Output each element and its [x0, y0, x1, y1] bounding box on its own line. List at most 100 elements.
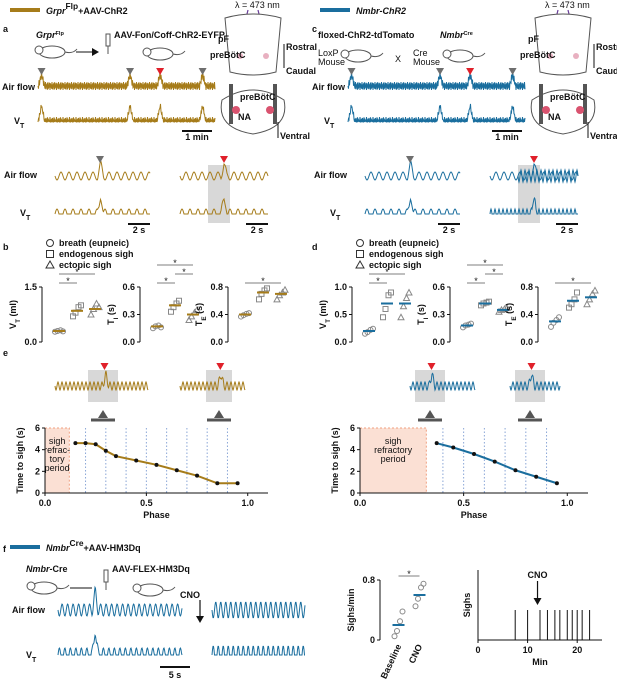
- text-part: V: [330, 208, 336, 218]
- label: λ = 473 nm: [235, 0, 280, 10]
- label: TE (s): [504, 303, 518, 326]
- label: Rostral: [286, 42, 317, 52]
- data-point: [397, 313, 405, 321]
- trend-point: [154, 462, 159, 467]
- legend-symbol: [46, 250, 54, 258]
- label: LoxP: [318, 48, 339, 58]
- text-part: T: [194, 320, 204, 326]
- target: [237, 53, 243, 59]
- stim-marker: [196, 616, 204, 623]
- data-point: [78, 302, 84, 309]
- label: NA: [548, 112, 561, 122]
- stim-marker: [216, 363, 225, 370]
- label: 0.0: [354, 498, 367, 508]
- data-point: [415, 595, 421, 602]
- vt-trace: [489, 196, 578, 215]
- data-point: [264, 285, 270, 292]
- refractory-period: [359, 427, 427, 494]
- label: Rostral: [596, 42, 617, 52]
- label: 0.4: [520, 310, 533, 320]
- label: Caudal: [286, 66, 316, 76]
- data-point: [500, 304, 509, 312]
- data-point: [399, 302, 408, 310]
- label: 0: [370, 635, 375, 645]
- label: f: [3, 544, 7, 554]
- data-point: [394, 628, 400, 634]
- label: sigh: [49, 436, 66, 446]
- label: Mouse: [413, 57, 440, 67]
- label: sigh: [385, 436, 402, 446]
- mouse-icon: [34, 45, 44, 55]
- label: *: [164, 276, 168, 286]
- label: Phase: [143, 510, 170, 520]
- phase-arrow: [98, 410, 108, 418]
- label: 0.3: [432, 310, 445, 320]
- data-point: [420, 580, 427, 587]
- label: 10: [523, 645, 533, 655]
- vt-trace: [211, 645, 305, 656]
- label: *: [474, 276, 478, 286]
- target: [266, 106, 274, 114]
- label: breath (eupneic): [59, 238, 129, 248]
- trend-point: [215, 481, 220, 486]
- label: c: [312, 24, 317, 34]
- fiber: [583, 84, 587, 124]
- stim-marker: [436, 68, 445, 75]
- airflow-trace: [179, 376, 246, 392]
- text-part: Cre: [70, 538, 84, 548]
- text-part: (s): [504, 303, 514, 317]
- stim-marker: [100, 363, 109, 370]
- vt-trace: [347, 103, 526, 123]
- label: Ventral: [280, 131, 310, 141]
- label: VT: [20, 208, 31, 222]
- airflow-trace: [509, 374, 561, 392]
- data-point: [92, 299, 101, 307]
- text-part: Flp: [56, 31, 65, 37]
- brainstem-outline: [224, 13, 282, 76]
- refractory-period: [44, 427, 70, 494]
- label: NmbrCre: [440, 30, 473, 40]
- label: CNO: [180, 590, 200, 600]
- label: Air flow: [4, 170, 38, 180]
- brainstem-outline: [534, 13, 592, 76]
- label: floxed-ChR2-tdTomato: [318, 30, 415, 40]
- stim-marker: [96, 156, 104, 163]
- label: Cre: [413, 48, 428, 58]
- label: 2 s: [251, 225, 264, 235]
- label: AAV-FLEX-HM3Dq: [112, 564, 190, 574]
- trend-point: [103, 448, 108, 453]
- mouse-icon: [472, 52, 486, 58]
- label: e: [3, 348, 8, 358]
- label: endogenous sigh: [369, 249, 444, 259]
- text-part: V: [8, 323, 18, 329]
- label: GrprFlp: [36, 30, 64, 40]
- text-part: Grpr: [36, 30, 56, 40]
- data-point: [187, 312, 196, 320]
- label: 5 s: [169, 670, 182, 680]
- label: 0.5: [140, 498, 153, 508]
- label: Caudal: [596, 66, 617, 76]
- legend-symbol: [356, 250, 364, 258]
- trend-point: [451, 445, 456, 450]
- text-part: T: [32, 657, 37, 664]
- label: 1.0: [561, 498, 574, 508]
- label: 0.5: [334, 310, 347, 320]
- label: *: [385, 267, 389, 277]
- label: VT: [330, 208, 341, 222]
- trend-point: [174, 468, 179, 473]
- label: X: [395, 54, 401, 64]
- label: VT (ml): [8, 300, 22, 329]
- text-part: T: [106, 319, 116, 325]
- stim-marker: [126, 68, 135, 75]
- label: AAV-Fon/Coff-ChR2-EYFP: [114, 30, 225, 40]
- text-part: (s): [416, 304, 426, 318]
- data-point: [571, 296, 578, 303]
- stim-marker: [198, 68, 207, 75]
- label: VT: [26, 650, 37, 664]
- airflow-trace: [364, 159, 461, 181]
- label: 0.4: [210, 310, 223, 320]
- label: 0.6: [432, 282, 445, 292]
- trend-point: [83, 441, 88, 446]
- label: Ventral: [590, 131, 617, 141]
- airflow-trace: [54, 159, 151, 181]
